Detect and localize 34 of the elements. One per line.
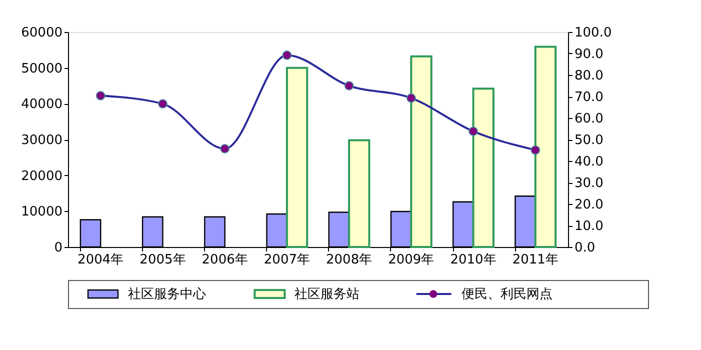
y2-tick-label: 100.0 xyxy=(574,26,612,40)
x-tick-label: 2011年 xyxy=(512,252,558,268)
x-tick-label: 2005年 xyxy=(140,252,186,268)
y2-tick-label: 20.0 xyxy=(574,198,604,212)
y-tick-label: 60000 xyxy=(21,26,62,40)
x-tick-label: 2010年 xyxy=(450,252,496,268)
y2-tick-label: 10.0 xyxy=(574,219,604,234)
y-tick-label: 20000 xyxy=(21,168,62,184)
y2-tick-label: 0.0 xyxy=(574,240,596,256)
y2-tick-label: 50.0 xyxy=(574,133,604,148)
legend-label: 社区服务站 xyxy=(294,287,360,302)
legend-label: 社区服务中心 xyxy=(128,286,206,302)
y2-tick-label: 30.0 xyxy=(574,176,604,191)
y-tick-label: 50000 xyxy=(21,61,62,76)
bar xyxy=(410,55,432,248)
bar xyxy=(472,88,494,248)
y2-tick-label: 70.0 xyxy=(574,90,604,105)
x-tick-label: 2007年 xyxy=(264,252,310,268)
y2-tick-label: 40.0 xyxy=(574,154,604,170)
bar xyxy=(286,66,308,248)
y2-tick-label: 60.0 xyxy=(574,112,604,126)
x-tick-label: 2004年 xyxy=(78,252,124,268)
x-tick-label: 2006年 xyxy=(202,252,248,268)
bar xyxy=(534,46,557,248)
y-tick-label: 30000 xyxy=(21,133,62,148)
y-tick-label: 40000 xyxy=(21,97,62,112)
y-tick-label: 0 xyxy=(54,240,62,256)
x-tick-label: 2009年 xyxy=(388,252,434,268)
y2-tick-label: 80.0 xyxy=(574,68,604,84)
x-tick-label: 2008年 xyxy=(326,252,372,268)
y2-tick-label: 90.0 xyxy=(574,47,604,62)
legend-label: 便民、利民网点 xyxy=(461,287,552,302)
bar xyxy=(348,139,370,248)
y-tick-label: 10000 xyxy=(21,204,62,220)
